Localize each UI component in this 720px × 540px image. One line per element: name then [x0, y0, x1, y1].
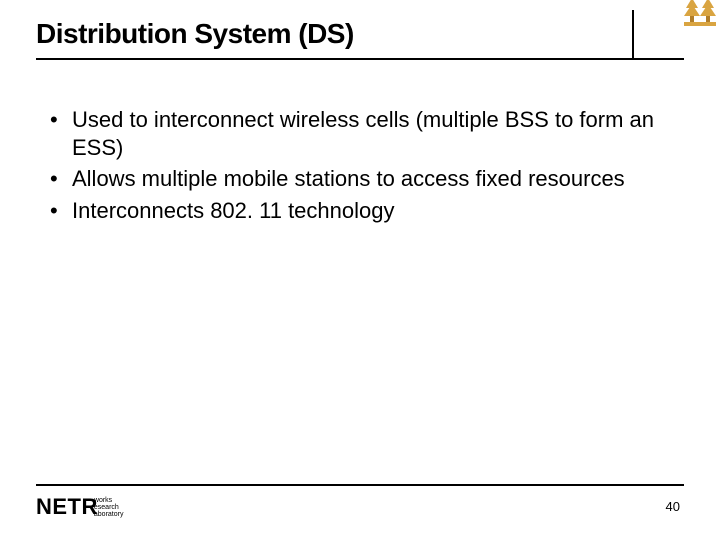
bullet-list: Used to interconnect wireless cells (mul…	[44, 106, 676, 224]
footer-logo: NETRworksesearchaboratory	[36, 494, 123, 520]
bullet-item: Interconnects 802. 11 technology	[44, 197, 676, 225]
footer-logo-sub: worksesearchaboratory	[94, 497, 124, 518]
header-horizontal-rule	[36, 58, 684, 60]
slide-body: Used to interconnect wireless cells (mul…	[36, 106, 684, 224]
footer-horizontal-rule	[36, 484, 684, 486]
slide-header: Distribution System (DS)	[36, 18, 684, 58]
slide-title: Distribution System (DS)	[36, 18, 684, 50]
header-vertical-rule	[632, 10, 634, 58]
footer-logo-main: NETR	[36, 494, 98, 519]
bullet-item: Allows multiple mobile stations to acces…	[44, 165, 676, 193]
tree-logo-icon	[680, 0, 720, 34]
bullet-item: Used to interconnect wireless cells (mul…	[44, 106, 676, 161]
page-number: 40	[666, 499, 680, 514]
slide: Distribution System (DS) Used to interco…	[0, 0, 720, 540]
